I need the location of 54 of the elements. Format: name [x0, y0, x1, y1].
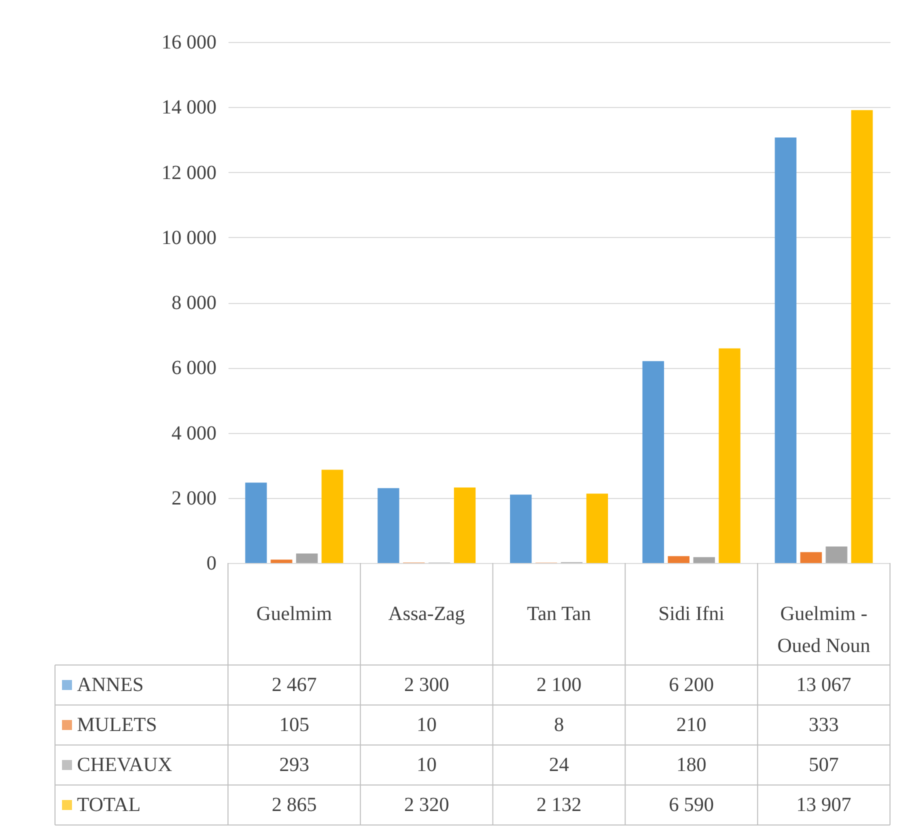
y-tick-label: 8 000	[172, 292, 216, 314]
data-label: 13 907	[796, 794, 852, 816]
y-tick-label: 16 000	[162, 32, 216, 54]
x-tick-label: Tan Tan	[526, 603, 592, 625]
data-label: 2 320	[404, 794, 450, 816]
y-tick-label: 0	[206, 552, 216, 574]
data-label: 13 067	[796, 674, 852, 696]
y-tick-label: 4 000	[172, 422, 216, 444]
bar	[826, 546, 848, 563]
data-label: 2 132	[536, 794, 582, 816]
y-tick-label: 6 000	[172, 357, 216, 380]
x-tick-label: Guelmim - Oued Noun	[777, 603, 870, 657]
bar	[693, 557, 715, 563]
data-label: 2 865	[272, 794, 317, 816]
bar	[586, 494, 608, 563]
bar	[718, 348, 740, 563]
data-label: 6 590	[668, 794, 714, 816]
x-tick-label: Sidi Ifni	[658, 603, 725, 625]
legend-label: TOTAL	[77, 794, 141, 816]
bar	[378, 488, 400, 563]
bar	[245, 482, 267, 563]
data-label: 105	[279, 714, 310, 736]
bar	[774, 138, 796, 563]
data-label: 10	[416, 714, 437, 736]
bar	[322, 470, 344, 563]
legend-label: MULETS	[77, 714, 157, 736]
data-label: 2 300	[404, 674, 450, 696]
data-label: 10	[416, 754, 437, 776]
legend-label: ANNES	[77, 674, 144, 696]
bar	[296, 553, 318, 563]
y-tick-label: 10 000	[162, 226, 216, 249]
data-label: 8	[554, 714, 564, 736]
bar	[668, 556, 690, 563]
y-tick-label: 2 000	[172, 487, 216, 510]
bar	[454, 487, 476, 563]
data-label: 180	[676, 754, 706, 776]
x-tick-label: Guelmim	[256, 603, 332, 625]
data-label: 333	[808, 714, 839, 736]
data-label: 2 467	[272, 674, 317, 696]
data-label: 210	[676, 714, 706, 736]
data-label: 6 200	[668, 674, 714, 696]
bar	[642, 361, 664, 563]
bar	[800, 552, 822, 563]
x-tick-label: Assa-Zag	[388, 603, 465, 625]
data-label: 293	[279, 754, 310, 776]
legend-label: CHEVAUX	[77, 754, 173, 776]
bar	[510, 494, 532, 563]
bar	[851, 110, 873, 563]
data-label: 507	[808, 754, 839, 776]
data-label: 2 100	[536, 674, 582, 696]
y-tick-label: 14 000	[162, 96, 216, 119]
data-label: 24	[549, 754, 569, 776]
y-tick-label: 12 000	[162, 162, 216, 184]
bar	[270, 560, 292, 563]
